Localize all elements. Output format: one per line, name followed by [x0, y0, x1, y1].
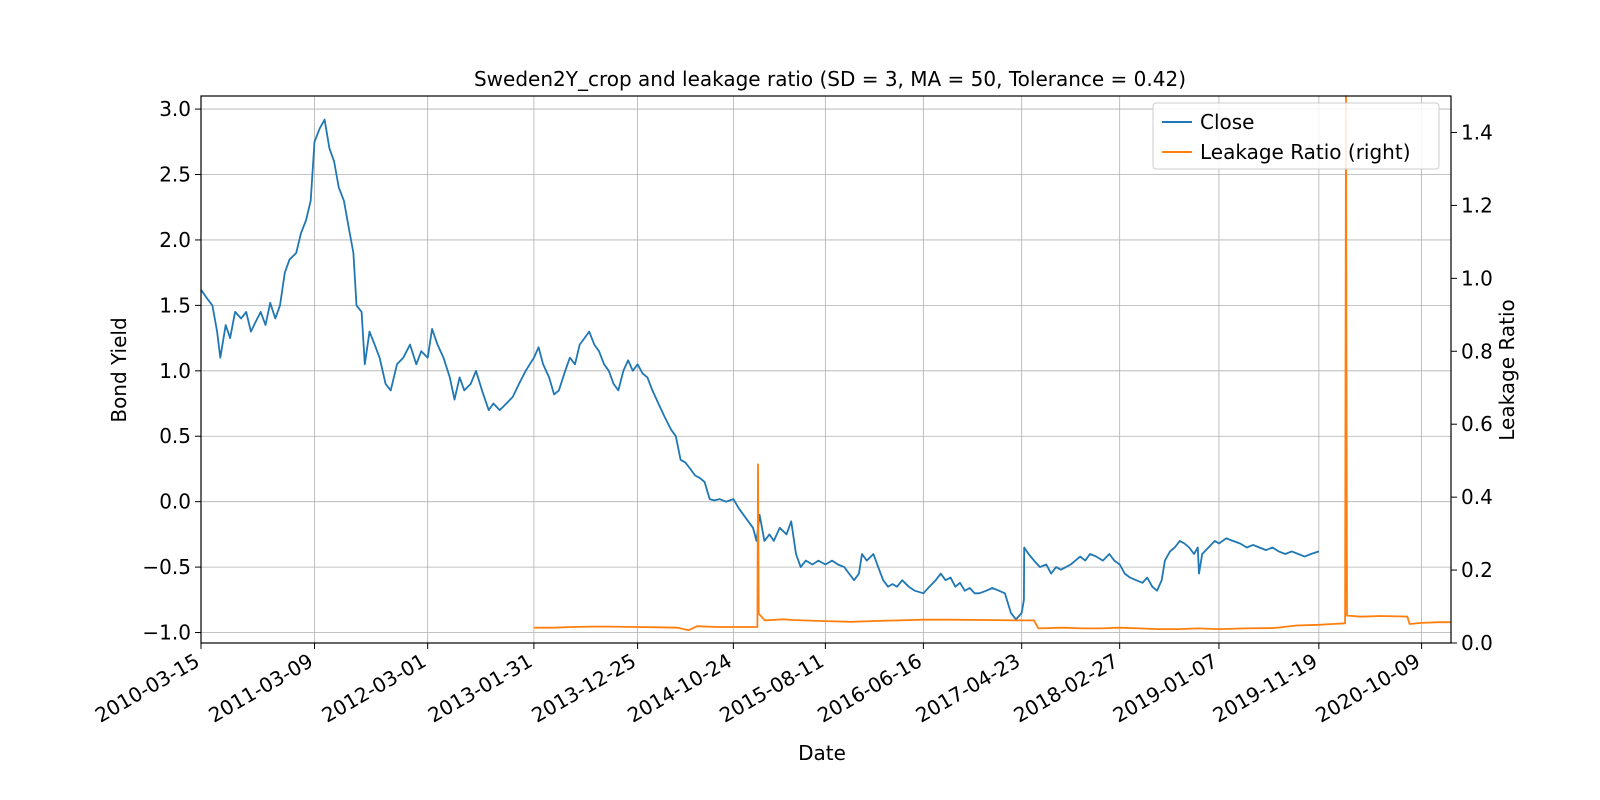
legend-box [1152, 102, 1440, 170]
close-line [200, 118, 1320, 621]
x-tick-label: 2011-03-09 [204, 649, 317, 728]
x-tick-label: 2016-06-16 [813, 649, 926, 728]
y-tick-label: 3.0 [159, 97, 191, 121]
y-tick-label: 1.5 [159, 293, 191, 317]
legend: Close Leakage Ratio (right) [1152, 102, 1440, 170]
y-tick-label: 2.0 [159, 228, 191, 252]
grid [200, 96, 1451, 643]
x-tick-label: 2012-03-01 [318, 649, 431, 728]
y-axis-label: Bond Yield [107, 317, 131, 422]
y-axis-left: 3.0 2.5 2.0 1.5 1.0 0.5 0.0 −0.5 −1.0 [142, 97, 201, 645]
y-axis-right-label: Leakage Ratio [1495, 299, 1519, 441]
chart-title: Sweden2Y_crop and leakage ratio (SD = 3,… [474, 67, 1186, 91]
y-right-tick-label: 0.8 [1461, 339, 1493, 363]
y-tick-label: 0.5 [159, 424, 191, 448]
y-right-tick-label: 0.2 [1461, 558, 1493, 582]
y-right-tick-label: 1.4 [1461, 120, 1493, 144]
y-right-tick-label: 0.6 [1461, 412, 1493, 436]
x-axis-label: Date [798, 741, 846, 765]
x-tick-label: 2018-02-27 [1010, 649, 1123, 728]
y-tick-label: −1.0 [142, 621, 191, 645]
x-tick-label: 2020-10-09 [1311, 649, 1424, 728]
y-right-tick-label: 1.0 [1461, 266, 1493, 290]
x-tick-label: 2013-12-25 [527, 649, 640, 728]
series-close [200, 118, 1320, 621]
y-tick-label: 1.0 [159, 359, 191, 383]
x-tick-label: 2015-08-11 [715, 649, 828, 728]
x-tick-label: 2019-01-07 [1109, 649, 1222, 728]
x-tick-label: 2013-01-31 [424, 649, 537, 728]
x-tick-label: 2010-03-15 [91, 649, 204, 728]
y-axis-right: 1.4 1.2 1.0 0.8 0.6 0.4 0.2 0.0 [1451, 120, 1493, 655]
legend-label-close: Close [1200, 110, 1254, 134]
legend-label-leakage: Leakage Ratio (right) [1200, 140, 1411, 164]
y-right-tick-label: 0.0 [1461, 631, 1493, 655]
y-tick-label: 2.5 [159, 163, 191, 187]
x-tick-label: 2017-04-23 [912, 649, 1025, 728]
leakage-ratio-line [533, 95, 1451, 632]
x-axis: 2010-03-15 2011-03-09 2012-03-012013-01-31… [91, 643, 1424, 727]
y-tick-label: 0.0 [159, 490, 191, 514]
plot-frame [200, 95, 1452, 644]
x-tick-label: 2014-10-24 [623, 649, 736, 728]
series-leakage [533, 95, 1451, 632]
y-right-tick-label: 0.4 [1461, 485, 1493, 509]
y-tick-label: −0.5 [142, 555, 191, 579]
x-tick-label: 2019-11-19 [1209, 649, 1322, 728]
y-right-tick-label: 1.2 [1461, 193, 1493, 217]
